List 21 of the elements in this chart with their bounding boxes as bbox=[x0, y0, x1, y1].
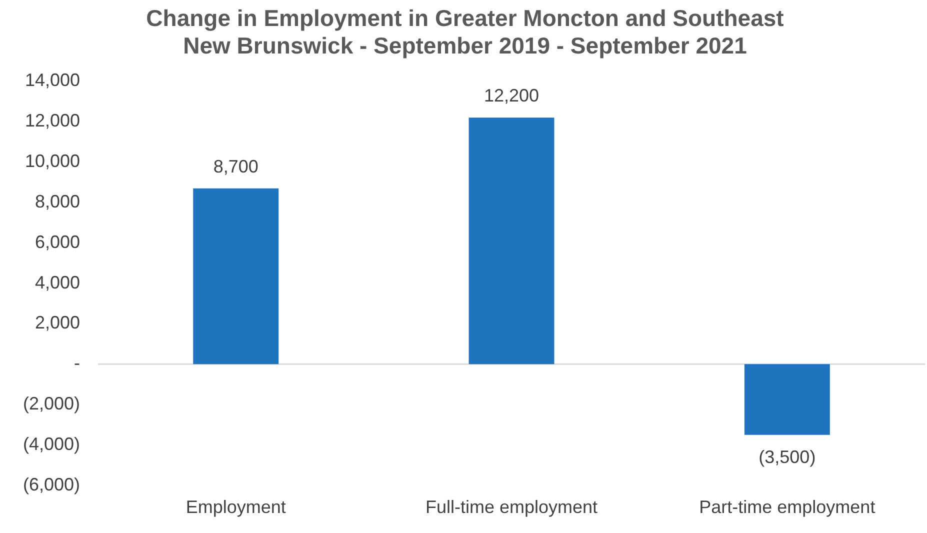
data-label: 12,200 bbox=[484, 86, 540, 106]
data-label: (3,500) bbox=[758, 446, 816, 467]
y-tick-label: - bbox=[74, 353, 80, 374]
y-tick-label: 10,000 bbox=[24, 151, 80, 172]
x-tick-label: Employment bbox=[186, 497, 286, 518]
y-tick-label: 12,000 bbox=[24, 110, 80, 131]
bar bbox=[744, 364, 830, 435]
y-tick-label: 14,000 bbox=[24, 70, 80, 90]
y-tick-label: (4,000) bbox=[22, 434, 80, 454]
x-tick-label: Full-time employment bbox=[425, 497, 598, 518]
x-tick-label: Part-time employment bbox=[699, 497, 876, 518]
bar bbox=[193, 188, 279, 364]
y-tick-label: 8,000 bbox=[34, 191, 80, 212]
y-tick-label: (2,000) bbox=[22, 394, 80, 414]
y-tick-label: 6,000 bbox=[34, 232, 80, 252]
data-label: 8,700 bbox=[213, 156, 258, 176]
y-tick-label: 4,000 bbox=[34, 272, 80, 292]
y-tick-label: 2,000 bbox=[34, 312, 80, 333]
bar bbox=[468, 118, 554, 364]
y-tick-label: (6,000) bbox=[22, 474, 80, 494]
chart-title: Change in Employment in Greater Moncton and Southeast New Brunswick - September 2019 - September 2021 bbox=[146, 5, 784, 59]
